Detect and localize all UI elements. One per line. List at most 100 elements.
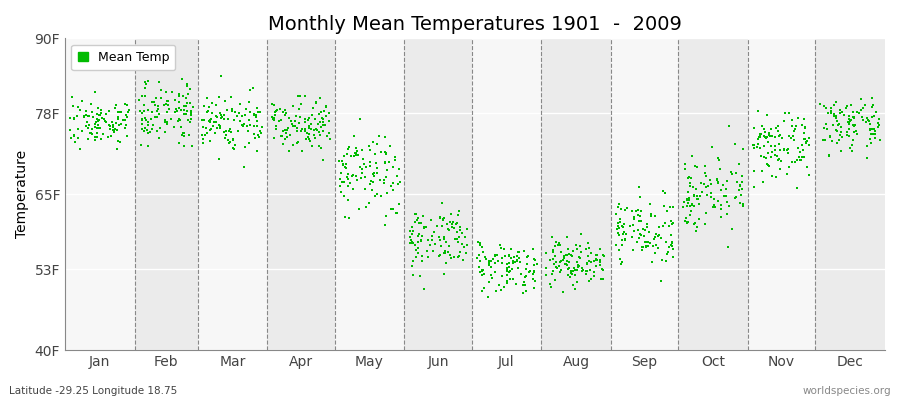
Point (338, 153, 352, 159)
Point (62, 126, 77, 133)
Point (759, 134, 773, 141)
Point (833, 110, 848, 117)
Point (322, 130, 337, 136)
Point (235, 112, 249, 119)
Point (680, 218, 695, 225)
Point (678, 218, 692, 224)
Point (445, 223, 459, 230)
Point (716, 193, 731, 200)
Point (867, 126, 881, 132)
Point (760, 162, 775, 168)
Point (370, 165, 384, 171)
Point (145, 108, 159, 115)
Point (863, 126, 878, 133)
Point (388, 157, 402, 163)
Point (638, 243, 652, 249)
Point (492, 242, 507, 248)
Point (426, 248, 440, 254)
Point (864, 131, 878, 137)
Point (379, 151, 393, 158)
Point (110, 127, 124, 134)
Point (655, 188, 670, 194)
Point (719, 199, 733, 205)
Point (333, 182, 347, 189)
Point (596, 267, 610, 273)
Point (863, 136, 878, 142)
Point (134, 110, 148, 116)
Point (495, 255, 509, 262)
Point (118, 125, 132, 132)
Point (557, 255, 572, 261)
Point (655, 257, 670, 263)
Point (500, 280, 514, 286)
Point (213, 73, 228, 80)
Point (782, 133, 796, 139)
Point (289, 140, 303, 146)
Point (649, 242, 663, 248)
Point (761, 150, 776, 156)
Point (539, 272, 554, 278)
Point (409, 218, 423, 225)
Point (238, 121, 252, 127)
Point (411, 233, 426, 239)
Point (167, 109, 182, 115)
Point (824, 134, 838, 140)
Point (250, 118, 265, 124)
Point (570, 246, 584, 253)
Point (73, 106, 87, 113)
Point (770, 128, 785, 134)
Point (250, 104, 265, 111)
Point (240, 128, 255, 134)
Point (412, 231, 427, 237)
Point (388, 154, 402, 160)
Point (434, 243, 448, 249)
Point (593, 257, 608, 264)
Point (212, 94, 226, 100)
Point (511, 265, 526, 271)
Point (691, 196, 706, 202)
Point (796, 146, 810, 153)
Point (835, 133, 850, 140)
Point (460, 242, 474, 248)
Point (417, 286, 431, 292)
Point (519, 261, 534, 268)
Point (318, 122, 332, 128)
Point (138, 85, 152, 92)
Point (292, 93, 307, 99)
Point (92, 117, 106, 123)
Point (417, 225, 431, 232)
Point (153, 125, 167, 131)
Point (134, 126, 148, 132)
Point (298, 119, 312, 125)
Point (171, 92, 185, 99)
Point (64, 135, 78, 141)
Point (833, 148, 848, 154)
Point (363, 163, 377, 169)
Point (453, 249, 467, 255)
Point (176, 130, 190, 136)
Point (266, 135, 281, 141)
Point (580, 246, 594, 252)
Point (94, 110, 109, 116)
Point (648, 250, 662, 256)
Point (768, 142, 782, 149)
Point (665, 240, 680, 246)
Point (212, 123, 227, 129)
Point (392, 201, 406, 207)
Point (403, 228, 418, 234)
Point (509, 257, 524, 264)
Point (751, 108, 765, 114)
Point (310, 126, 324, 132)
Point (230, 113, 245, 119)
Point (111, 114, 125, 120)
Point (565, 271, 580, 277)
Point (548, 243, 562, 249)
Point (689, 193, 704, 199)
Point (95, 115, 110, 122)
Point (99, 111, 113, 117)
Point (232, 101, 247, 107)
Point (312, 129, 327, 135)
Point (85, 126, 99, 133)
Point (182, 132, 196, 138)
Point (523, 268, 537, 274)
